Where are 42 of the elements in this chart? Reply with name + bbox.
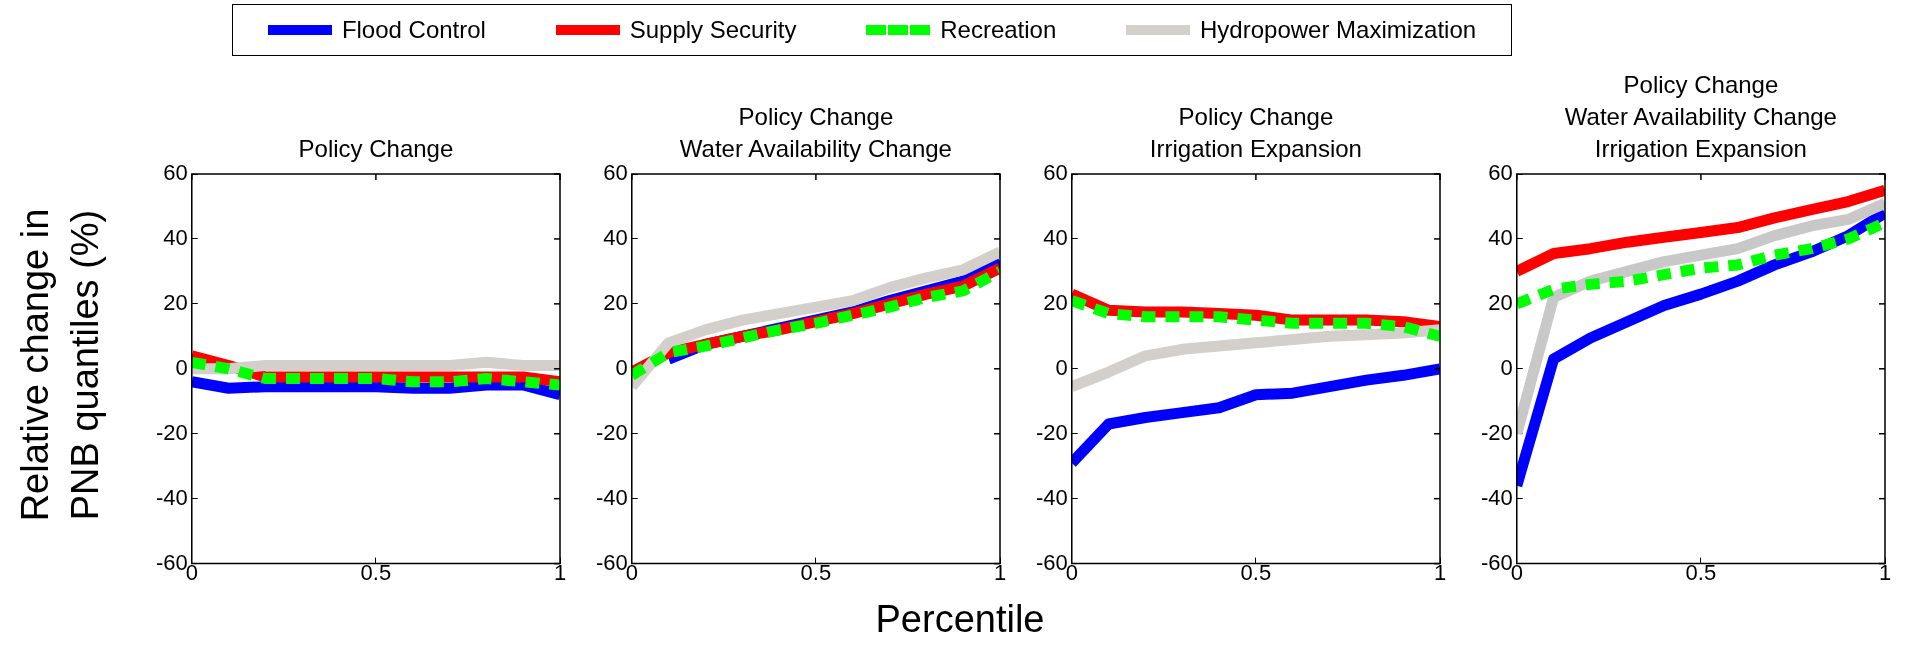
y-tick-label: 60 bbox=[163, 160, 188, 186]
x-tick-label: 0.5 bbox=[1240, 559, 1272, 585]
y-tick-label: 20 bbox=[163, 289, 188, 315]
chart-title: Policy Change Water Availability Change Irrigation Expansion bbox=[1564, 70, 1837, 162]
y-tick-label: 40 bbox=[1043, 225, 1068, 250]
x-tick-label: 1 bbox=[993, 559, 1007, 585]
y-tick-label: 0 bbox=[175, 354, 188, 380]
y-tick-label: 0 bbox=[1500, 354, 1513, 380]
y-tick-label: -20 bbox=[1481, 419, 1513, 445]
legend-label: Supply Security bbox=[629, 16, 797, 44]
y-tick-label: -20 bbox=[596, 419, 628, 445]
y-tick-label: 0 bbox=[1055, 354, 1068, 380]
y-tick-label: -40 bbox=[1481, 484, 1513, 510]
y-tick-label: 40 bbox=[1488, 225, 1513, 250]
legend-label: Recreation bbox=[940, 16, 1057, 44]
y-tick-label: 20 bbox=[1043, 289, 1068, 315]
x-axis-title: Percentile bbox=[874, 598, 1046, 641]
y-tick-label: -40 bbox=[156, 484, 188, 510]
y-tick-label: -40 bbox=[596, 484, 628, 510]
x-tick-label: 0.5 bbox=[800, 559, 832, 585]
x-tick-label: 1 bbox=[553, 559, 567, 585]
legend-label: Hydropower Maximization bbox=[1200, 16, 1477, 44]
chart-title: Policy Change Irrigation Expansion bbox=[1149, 102, 1362, 162]
y-tick-label: 60 bbox=[1488, 160, 1513, 186]
y-tick-label: -20 bbox=[156, 419, 188, 445]
y-tick-label: -40 bbox=[1036, 484, 1068, 510]
y-tick-label: 40 bbox=[163, 225, 188, 250]
y-tick-label: 20 bbox=[603, 289, 628, 315]
y-tick-label: -20 bbox=[1036, 419, 1068, 445]
legend-label: Flood Control bbox=[341, 16, 486, 44]
x-tick-label: 1 bbox=[1878, 559, 1892, 585]
y-axis-title: Relative change in PNB quantiles (%) bbox=[13, 207, 107, 524]
chart-title: Policy Change bbox=[298, 134, 454, 162]
y-tick-label: 40 bbox=[603, 225, 628, 250]
x-tick-label: 0.5 bbox=[360, 559, 392, 585]
chart-title: Policy Change Water Availability Change bbox=[679, 102, 952, 162]
y-tick-label: 0 bbox=[615, 354, 628, 380]
y-tick-label: 60 bbox=[603, 160, 628, 186]
x-tick-label: 0.5 bbox=[1685, 559, 1717, 585]
y-tick-label: 20 bbox=[1488, 289, 1513, 315]
x-tick-label: 1 bbox=[1433, 559, 1447, 585]
y-tick-label: 60 bbox=[1043, 160, 1068, 186]
